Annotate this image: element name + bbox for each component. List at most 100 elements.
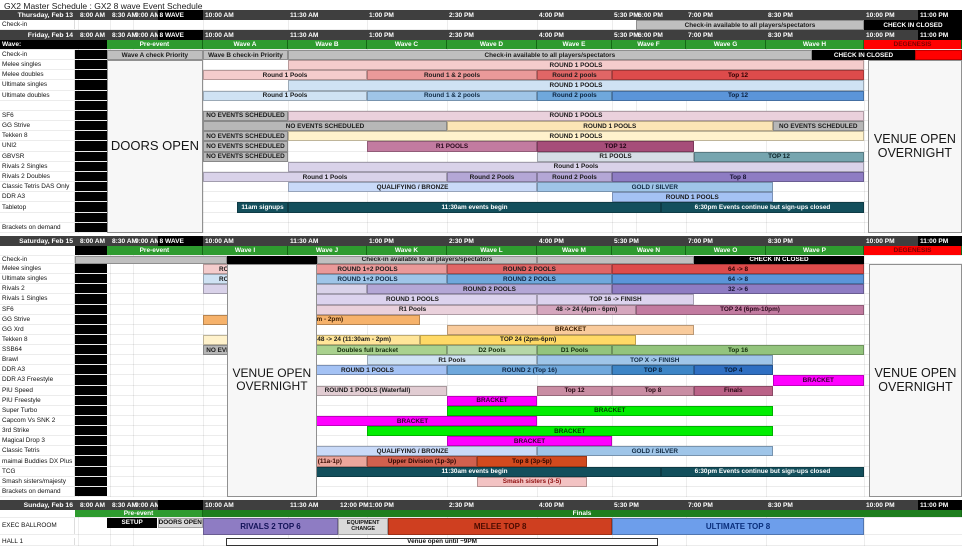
row-label[interactable]: DDR A3 bbox=[0, 365, 75, 375]
event-bar[interactable]: GOLD / SILVER bbox=[537, 182, 773, 193]
event-bar[interactable]: Venue open until ~9PM bbox=[225, 537, 659, 546]
event-bar[interactable] bbox=[75, 255, 227, 264]
wave-cell[interactable]: Wave N bbox=[612, 246, 686, 255]
event-bar[interactable]: ULTIMATE TOP 8 bbox=[612, 517, 864, 535]
event-bar[interactable]: ROUND 1 POOLS bbox=[447, 121, 773, 132]
event-bar[interactable]: BRACKET bbox=[367, 426, 773, 437]
event-bar[interactable]: GOLD / SILVER bbox=[537, 446, 773, 457]
event-bar[interactable]: TOP 16 -> FINISH bbox=[537, 294, 694, 305]
wave-cell[interactable]: Wave I bbox=[203, 246, 288, 255]
row-label[interactable]: PIU Freestyle bbox=[0, 395, 75, 405]
event-bar[interactable]: Round 2 Pools bbox=[537, 171, 612, 183]
row-label[interactable] bbox=[0, 100, 75, 110]
event-bar[interactable]: NO EVENTS SCHEDULED bbox=[203, 151, 288, 162]
row-label[interactable]: Magical Drop 3 bbox=[0, 436, 75, 446]
event-bar[interactable]: ROUND 2 (Top 16) bbox=[447, 365, 612, 376]
event-bar[interactable]: TOP 24 (2pm-6pm) bbox=[420, 334, 636, 346]
event-bar[interactable]: ROUND 2 POOLS bbox=[447, 264, 612, 275]
event-bar[interactable]: Wave A check Priority bbox=[106, 50, 203, 60]
event-bar[interactable]: TOP 4 bbox=[694, 365, 773, 376]
row-label[interactable]: SF6 bbox=[0, 304, 75, 314]
overlay-note[interactable]: VENUE OPEN OVERNIGHT bbox=[868, 264, 962, 497]
row-label[interactable]: GG Xrd bbox=[0, 324, 75, 334]
wave-cell[interactable]: Wave H bbox=[766, 40, 864, 49]
event-bar[interactable]: BRACKET bbox=[447, 324, 694, 335]
row-label[interactable]: Ultimate singles bbox=[0, 80, 75, 90]
row-label[interactable]: Rivals 1 Singles bbox=[0, 294, 75, 304]
event-bar[interactable]: CHECK IN CLOSED bbox=[811, 50, 916, 60]
event-bar[interactable]: ROUND 1 POOLS bbox=[288, 131, 864, 142]
event-bar[interactable]: Round 2 pools bbox=[537, 70, 612, 81]
row-label[interactable]: Melee doubles bbox=[0, 70, 75, 80]
row-label[interactable]: Rivals 2 Doubles bbox=[0, 171, 75, 182]
row-label[interactable]: GG Strive bbox=[0, 121, 75, 131]
wave-cell[interactable]: DEGENESIS bbox=[864, 246, 962, 255]
event-bar[interactable]: 11:30am events begin bbox=[288, 466, 661, 477]
event-bar[interactable]: 64 -> 8 bbox=[612, 264, 864, 275]
event-bar[interactable]: Top 12 bbox=[612, 70, 864, 81]
event-bar[interactable]: ROUND 1 POOLS bbox=[288, 80, 864, 91]
event-bar[interactable]: NO EVENTS SCHEDULED bbox=[772, 121, 864, 132]
event-bar[interactable]: Round 1 Pools bbox=[288, 161, 864, 172]
wave-cell[interactable]: Wave P bbox=[766, 246, 864, 255]
row-label[interactable]: Brackets on demand bbox=[0, 222, 75, 232]
row-label[interactable]: 3rd Strike bbox=[0, 426, 75, 436]
event-bar[interactable]: QUALIFYING / BRONZE bbox=[288, 446, 537, 457]
event-bar[interactable]: TOP X -> FINISH bbox=[537, 355, 773, 366]
event-bar[interactable]: Upper Division (1p-3p) bbox=[367, 456, 477, 467]
event-bar[interactable]: Top 12 bbox=[612, 90, 864, 101]
event-bar[interactable]: QUALIFYING / BRONZE bbox=[288, 182, 537, 193]
row-label[interactable]: Rivals 2 bbox=[0, 284, 75, 294]
wave-cell[interactable]: DEGENESIS bbox=[864, 40, 962, 49]
row-label[interactable]: HALL 1 bbox=[0, 537, 75, 545]
row-label[interactable]: UNI2 bbox=[0, 141, 75, 151]
event-bar[interactable]: EQUIPMENT CHANGE bbox=[338, 517, 389, 535]
event-bar[interactable] bbox=[915, 50, 962, 60]
wave-cell[interactable]: Wave C bbox=[367, 40, 447, 49]
event-bar[interactable]: Round 1 Pools bbox=[203, 70, 367, 81]
event-bar[interactable]: Top 8 bbox=[612, 385, 694, 396]
event-bar[interactable]: ROUND 2 POOLS bbox=[447, 274, 612, 285]
row-label[interactable]: Brackets on demand bbox=[0, 486, 75, 496]
event-bar[interactable]: ROUND 1 POOLS bbox=[288, 60, 864, 71]
row-label[interactable]: Melee singles bbox=[0, 60, 75, 70]
row-label[interactable]: SF6 bbox=[0, 110, 75, 121]
wave-cell[interactable]: Wave G bbox=[686, 40, 766, 49]
wave-cell[interactable]: Wave M bbox=[537, 246, 612, 255]
row-label[interactable]: Classic Tetris bbox=[0, 446, 75, 456]
wave-cell[interactable]: Pre-event bbox=[106, 246, 203, 255]
event-bar[interactable]: DOORS OPEN bbox=[157, 517, 203, 528]
wave-cell[interactable]: Wave E bbox=[537, 40, 612, 49]
wave-cell[interactable]: Wave F bbox=[612, 40, 686, 49]
row-label[interactable]: maimai Buddies DX Plus bbox=[0, 456, 75, 466]
event-bar[interactable]: Check-in available to all players/specta… bbox=[316, 255, 537, 264]
event-bar[interactable]: NO EVENTS SCHEDULED bbox=[203, 131, 288, 142]
event-bar[interactable]: ROUND 1 POOLS bbox=[612, 192, 773, 203]
event-bar[interactable]: TOP 8 bbox=[612, 365, 694, 376]
event-bar[interactable]: Finals bbox=[694, 385, 773, 396]
event-bar[interactable]: BRACKET bbox=[288, 415, 537, 427]
event-bar[interactable]: Round 1 & 2 pools bbox=[367, 90, 537, 101]
row-label[interactable]: Ultimate doubles bbox=[0, 90, 75, 100]
event-bar[interactable]: D2 Pools bbox=[447, 345, 537, 356]
overlay-note[interactable]: VENUE OPEN OVERNIGHT bbox=[226, 264, 317, 497]
event-bar[interactable]: ROUND 2 POOLS bbox=[367, 284, 612, 295]
wave-cell[interactable]: Wave A bbox=[203, 40, 288, 49]
event-bar[interactable]: R1 Pools bbox=[367, 355, 537, 366]
row-label[interactable]: Check-in bbox=[0, 255, 75, 263]
event-bar[interactable]: 6:30pm Events continue but sign-ups clos… bbox=[661, 202, 864, 213]
event-bar[interactable] bbox=[537, 255, 694, 264]
event-bar[interactable]: R1 Pools bbox=[288, 304, 537, 315]
row-label[interactable]: Classic Tetris DAS Only bbox=[0, 182, 75, 192]
row-label[interactable]: Rivals 2 Singles bbox=[0, 161, 75, 171]
row-label[interactable]: Tekken 8 bbox=[0, 131, 75, 141]
event-bar[interactable]: BRACKET bbox=[447, 436, 612, 447]
event-bar[interactable]: Check-in available to all players/specta… bbox=[636, 20, 864, 30]
event-bar[interactable] bbox=[226, 255, 317, 264]
event-bar[interactable]: Check-in available to all players/specta… bbox=[288, 50, 812, 60]
event-bar[interactable]: Round 2 pools bbox=[537, 90, 612, 101]
event-bar[interactable]: ROUND 1 POOLS bbox=[288, 110, 864, 122]
row-label[interactable]: GG Strive bbox=[0, 314, 75, 324]
wave-cell[interactable]: Pre-event bbox=[106, 40, 203, 49]
row-label[interactable]: Smash sisters/majesty bbox=[0, 476, 75, 486]
